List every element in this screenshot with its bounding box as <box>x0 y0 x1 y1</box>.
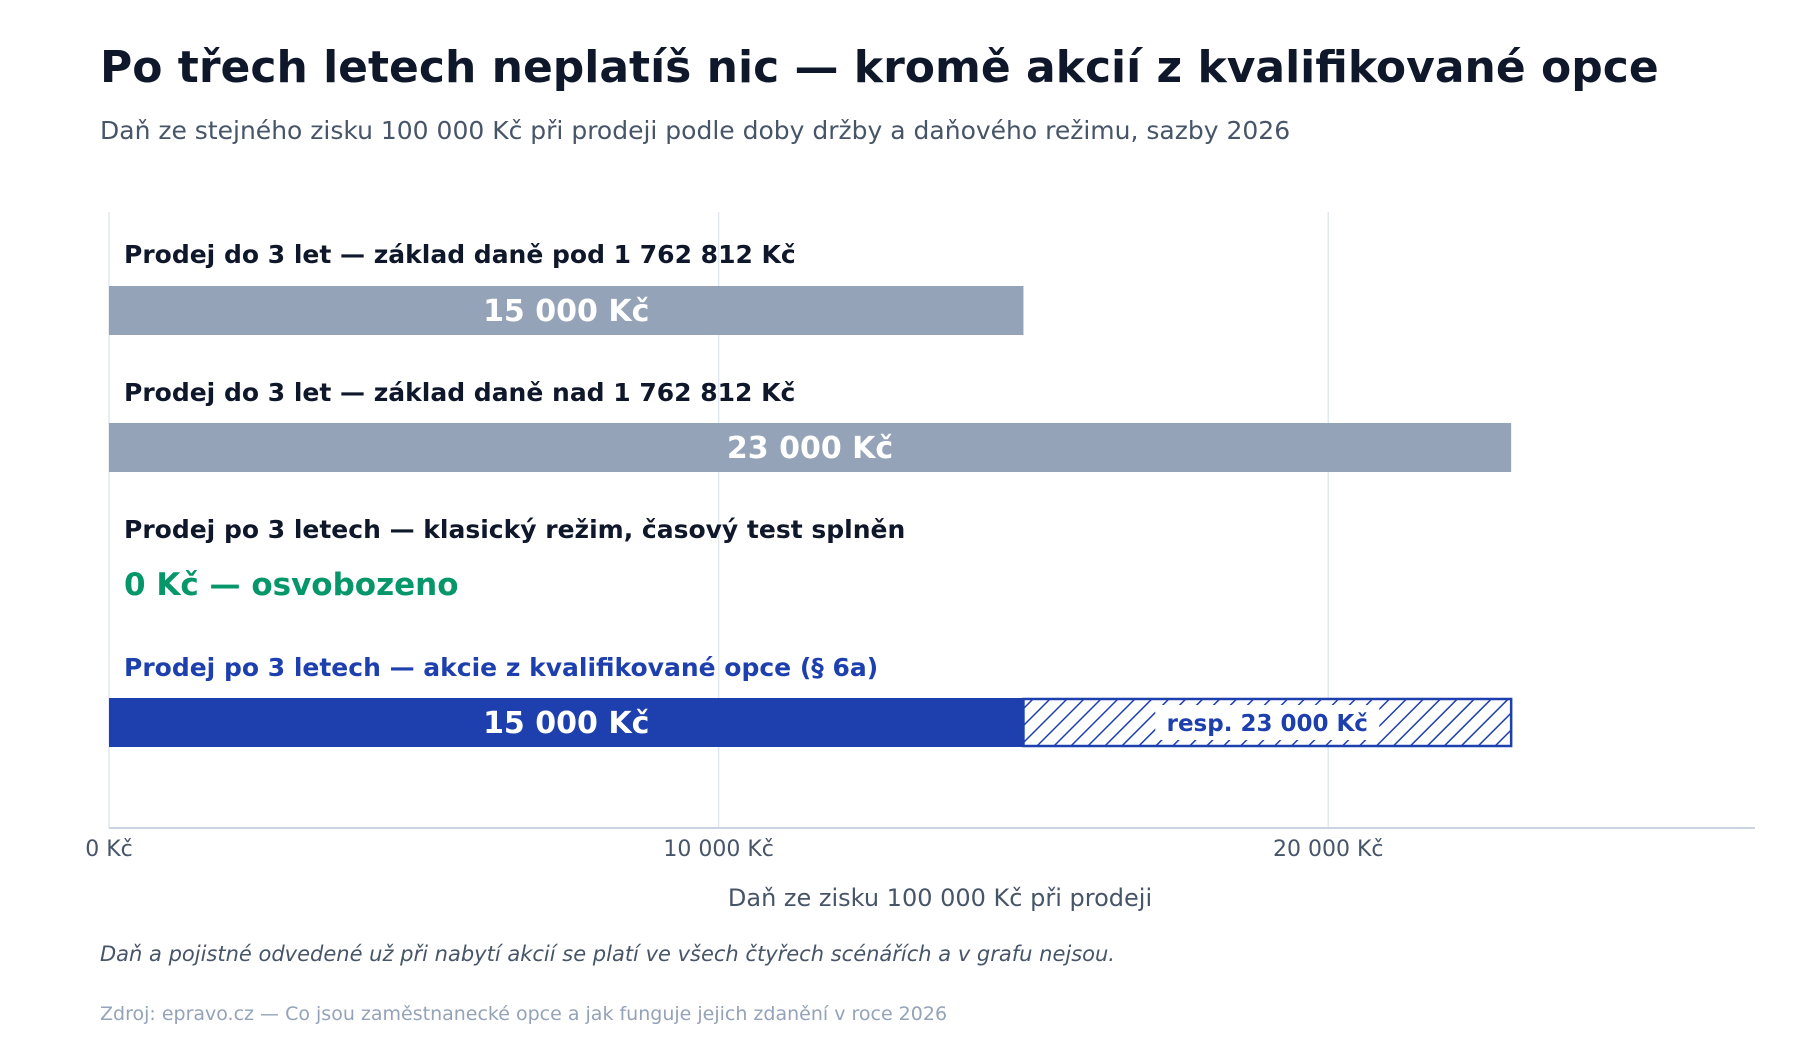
bar-value-label: 23 000 Kč <box>727 431 893 466</box>
bar-value-label: 15 000 Kč <box>483 294 649 329</box>
x-axis-title: Daň ze zisku 100 000 Kč při prodeji <box>728 884 1152 912</box>
bar-value-label: 15 000 Kč <box>483 706 649 741</box>
bar <box>109 286 1024 335</box>
footnote: Daň a pojistné odvedené už při nabytí ak… <box>100 942 1115 966</box>
source-note: Zdroj: epravo.cz — Co jsou zaměstnanecké… <box>100 1003 948 1025</box>
bar <box>109 423 1512 472</box>
chart-title: Po třech letech neplatíš nic — kromě akc… <box>100 42 1659 93</box>
category-label: Prodej do 3 let — základ daně nad 1 762 … <box>124 378 795 407</box>
x-axis: 0 Kč 10 000 Kč 20 000 Kč <box>85 827 1755 862</box>
bar-value-label: 0 Kč — osvobozeno <box>124 567 459 603</box>
category-label: Prodej po 3 letech — akcie z kvalifikova… <box>124 653 878 682</box>
x-tick-label: 0 Kč <box>85 837 133 862</box>
category-label: Prodej do 3 let — základ daně pod 1 762 … <box>124 240 796 269</box>
bar-alternative-label: resp. 23 000 Kč <box>1167 711 1368 737</box>
chart-subtitle: Daň ze stejného zisku 100 000 Kč při pro… <box>100 116 1291 145</box>
x-tick-label: 20 000 Kč <box>1273 837 1384 862</box>
x-tick-label: 10 000 Kč <box>663 837 774 862</box>
alt-label-backdrop <box>1155 705 1380 740</box>
bars: Prodej do 3 let — základ daně pod 1 762 … <box>109 240 1513 748</box>
bar <box>109 698 1024 747</box>
category-label: Prodej po 3 letech — klasický režim, čas… <box>124 515 905 544</box>
